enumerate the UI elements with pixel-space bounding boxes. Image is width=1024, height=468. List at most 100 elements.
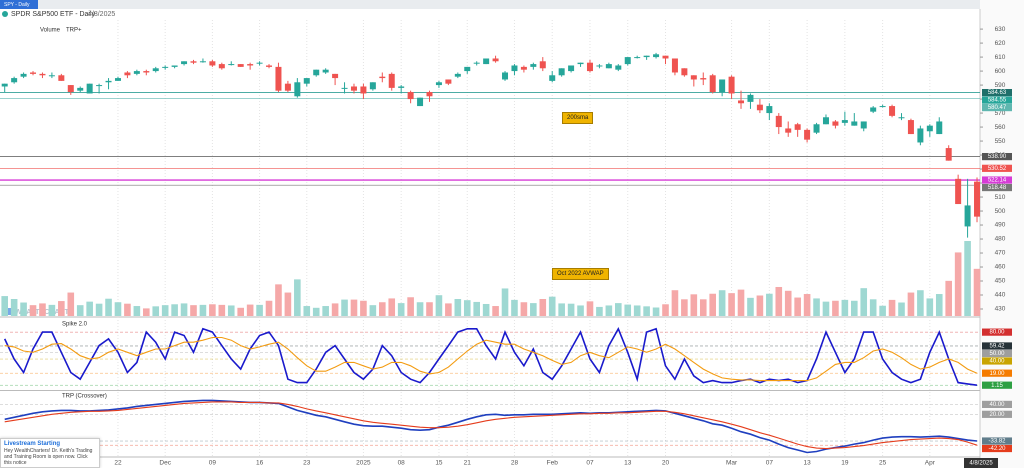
notification-body[interactable]: Hey WealthCharters! Dr. Keith's Trading … <box>4 448 93 466</box>
candle-body <box>398 86 405 88</box>
candle-body <box>426 92 433 97</box>
candle-body <box>350 86 357 91</box>
volume-bar <box>747 297 754 316</box>
candle-body <box>114 78 121 81</box>
volume-bar <box>728 293 735 316</box>
study-label: TRP+ <box>66 28 82 34</box>
x-tick-label: 23 <box>303 460 311 467</box>
volume-bar <box>841 299 849 316</box>
candle-body <box>39 73 46 76</box>
value-badge-label: 40.00 <box>989 359 1005 365</box>
candle-body <box>48 75 55 77</box>
x-tick-label: Dec <box>159 460 171 467</box>
volume-bar <box>303 306 311 316</box>
volume-bar <box>445 303 452 316</box>
study-label: Volume <box>40 28 61 34</box>
volume-bar <box>114 302 122 316</box>
chart-title: SPDR S&P500 ETF - Daily <box>11 11 96 18</box>
volume-bar <box>822 301 830 316</box>
candle-body <box>171 65 178 67</box>
volume-bar <box>435 295 443 316</box>
candle-body <box>313 69 320 76</box>
value-badge <box>982 357 1012 365</box>
tab-label[interactable]: SPY - Daily <box>4 2 30 8</box>
value-badge-label: 584.63 <box>988 90 1007 96</box>
value-badge <box>982 164 1012 172</box>
candle-body <box>11 78 18 83</box>
panel-title: Spike 2.0 <box>62 322 88 328</box>
candle-body <box>889 106 896 116</box>
candle-body <box>822 117 829 125</box>
candle-body <box>879 106 886 108</box>
y-tick-label: 490 <box>995 222 1006 229</box>
volume-bar <box>737 289 745 316</box>
volume-bar <box>794 297 801 316</box>
volume-bar <box>341 299 348 316</box>
candle-body <box>67 85 74 93</box>
candle-body <box>284 83 291 91</box>
volume-bar <box>218 304 226 316</box>
candle-body <box>388 73 395 88</box>
volume-bar <box>803 294 811 316</box>
y-tick-label: 480 <box>995 236 1006 243</box>
symbol-icon[interactable] <box>2 11 8 17</box>
watermark-logo <box>6 308 13 315</box>
volume-bar <box>954 252 962 316</box>
volume-bar <box>577 305 584 316</box>
volume-bar <box>756 295 764 316</box>
value-badge <box>982 183 1012 192</box>
candle-body <box>653 54 660 58</box>
x-tick-label: 07 <box>766 460 774 467</box>
volume-bar <box>369 305 377 316</box>
volume-bar <box>463 300 471 316</box>
volume-bar <box>643 306 650 316</box>
value-badge <box>982 103 1012 112</box>
x-tick-label: 28 <box>511 460 519 467</box>
candle-body <box>256 62 263 64</box>
volume-bar <box>105 298 112 316</box>
candle-body <box>341 87 348 89</box>
value-badge <box>982 381 1012 389</box>
candle-body <box>86 83 93 94</box>
candle-body <box>662 55 669 59</box>
candle-body <box>247 64 254 66</box>
candle-body <box>794 124 801 130</box>
volume-bar <box>530 303 537 316</box>
volume-bar <box>945 280 952 316</box>
value-badge-label: 522.14 <box>988 178 1007 184</box>
candle-body <box>322 69 329 73</box>
volume-bar <box>199 304 207 316</box>
tab[interactable] <box>0 0 38 9</box>
value-badge <box>982 369 1012 377</box>
candle-body <box>974 181 981 217</box>
candle-body <box>332 73 339 79</box>
volume-bar <box>671 290 679 316</box>
candle-body <box>209 61 216 66</box>
candle-body <box>681 68 688 76</box>
volume-bar <box>95 303 103 316</box>
candle-body <box>530 64 537 67</box>
x-tick-label: 25 <box>879 460 887 467</box>
volume-bar <box>246 304 254 316</box>
indicator-line <box>4 336 978 382</box>
volume-bar <box>520 302 528 316</box>
x-tick-label: 08 <box>398 460 406 467</box>
notification-title[interactable]: Livestream Starting <box>4 441 61 447</box>
volume-bar <box>935 294 943 316</box>
volume-bar <box>709 293 716 316</box>
candle-body <box>266 65 273 67</box>
candle-body <box>586 62 593 72</box>
candle-body <box>558 68 565 76</box>
candle-body <box>605 64 612 69</box>
candle-body <box>709 75 716 93</box>
panel-title: TRP (Crossover) <box>62 394 107 400</box>
x-tick-label: 09 <box>209 460 217 467</box>
volume-bar <box>558 303 565 316</box>
notification[interactable]: Livestream Starting Hey WealthCharters! D… <box>0 438 100 468</box>
candle-body <box>237 64 244 67</box>
volume-bar <box>1 296 8 316</box>
volume-bar <box>699 299 707 316</box>
volume-bar <box>652 307 660 316</box>
volume-bar <box>407 297 414 316</box>
volume-bar <box>681 299 688 316</box>
